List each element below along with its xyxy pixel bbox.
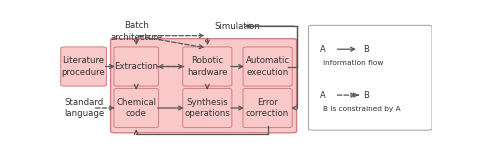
Text: Simulation: Simulation	[215, 22, 260, 31]
Text: Batch
architecture: Batch architecture	[110, 21, 162, 42]
Text: information flow: information flow	[324, 60, 384, 66]
Text: Error
correction: Error correction	[246, 98, 289, 118]
Text: Chemical
code: Chemical code	[116, 98, 156, 118]
Text: Literature
procedure: Literature procedure	[62, 57, 106, 77]
FancyBboxPatch shape	[114, 88, 158, 128]
Text: A: A	[320, 45, 325, 54]
FancyBboxPatch shape	[309, 25, 432, 130]
FancyBboxPatch shape	[61, 47, 107, 86]
Text: B is constrained by A: B is constrained by A	[324, 106, 401, 112]
FancyBboxPatch shape	[243, 47, 292, 86]
Text: Robotic
hardware: Robotic hardware	[187, 57, 228, 77]
FancyBboxPatch shape	[110, 39, 297, 133]
FancyBboxPatch shape	[243, 88, 292, 128]
Text: Standard
language: Standard language	[64, 98, 105, 118]
FancyBboxPatch shape	[183, 47, 232, 86]
Text: Synthesis
operations: Synthesis operations	[184, 98, 230, 118]
FancyBboxPatch shape	[114, 47, 158, 86]
Text: B: B	[363, 45, 370, 54]
Text: Automatic
execution: Automatic execution	[245, 57, 289, 77]
FancyBboxPatch shape	[183, 88, 232, 128]
Text: Extraction: Extraction	[114, 62, 158, 71]
Text: A: A	[320, 91, 325, 100]
Text: B: B	[363, 91, 370, 100]
